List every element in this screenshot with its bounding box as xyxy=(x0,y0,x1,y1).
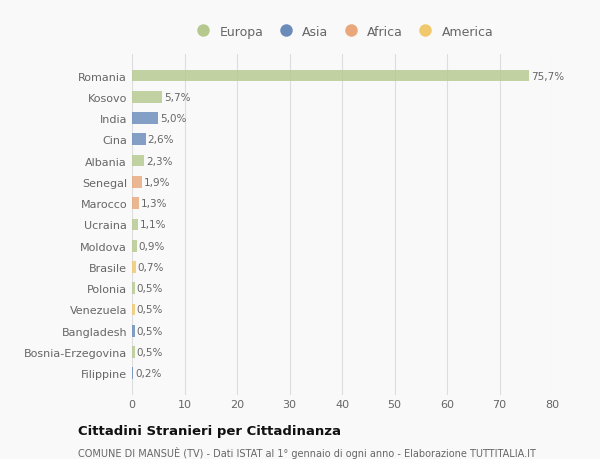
Bar xyxy=(132,219,138,231)
Text: 75,7%: 75,7% xyxy=(532,71,565,81)
Text: 0,5%: 0,5% xyxy=(137,284,163,294)
Bar xyxy=(132,71,529,82)
Text: 0,9%: 0,9% xyxy=(139,241,165,251)
Bar xyxy=(132,134,146,146)
Text: Cittadini Stranieri per Cittadinanza: Cittadini Stranieri per Cittadinanza xyxy=(78,425,341,437)
Bar xyxy=(132,304,134,316)
Text: 0,7%: 0,7% xyxy=(138,263,164,272)
Text: 1,3%: 1,3% xyxy=(141,199,167,209)
Text: 0,5%: 0,5% xyxy=(137,347,163,357)
Bar xyxy=(132,325,134,337)
Text: 2,3%: 2,3% xyxy=(146,156,173,166)
Bar xyxy=(132,283,134,294)
Bar xyxy=(132,92,162,103)
Text: 0,5%: 0,5% xyxy=(137,305,163,315)
Legend: Europa, Asia, Africa, America: Europa, Asia, Africa, America xyxy=(185,21,499,44)
Bar xyxy=(132,368,133,379)
Bar xyxy=(132,198,139,209)
Text: COMUNE DI MANSUÈ (TV) - Dati ISTAT al 1° gennaio di ogni anno - Elaborazione TUT: COMUNE DI MANSUÈ (TV) - Dati ISTAT al 1°… xyxy=(78,446,536,458)
Text: 2,6%: 2,6% xyxy=(148,135,174,145)
Bar xyxy=(132,113,158,125)
Text: 0,2%: 0,2% xyxy=(135,369,161,379)
Bar xyxy=(132,177,142,188)
Text: 5,7%: 5,7% xyxy=(164,93,191,102)
Bar xyxy=(132,241,137,252)
Bar xyxy=(132,262,136,273)
Bar xyxy=(132,156,144,167)
Text: 0,5%: 0,5% xyxy=(137,326,163,336)
Text: 1,9%: 1,9% xyxy=(144,178,170,187)
Text: 1,1%: 1,1% xyxy=(140,220,166,230)
Bar xyxy=(132,347,134,358)
Text: 5,0%: 5,0% xyxy=(160,114,187,124)
